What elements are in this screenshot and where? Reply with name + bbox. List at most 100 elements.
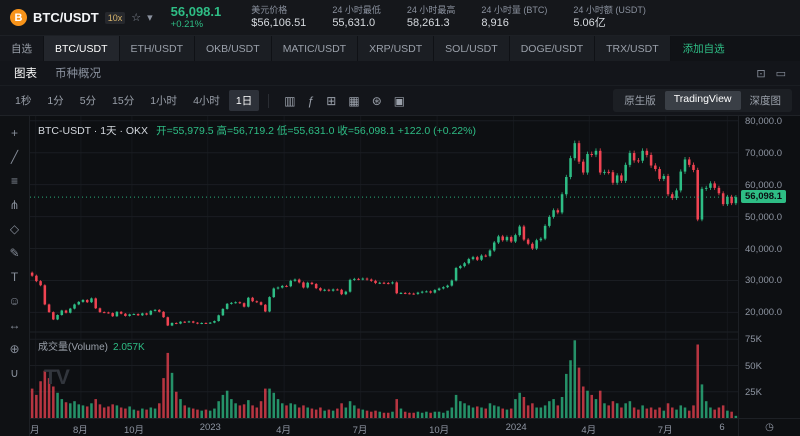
- toolbar-divider: [268, 93, 270, 108]
- magnet-icon[interactable]: ∪: [10, 366, 19, 380]
- market-stat-label: 24 小时最低: [332, 4, 381, 15]
- clock-icon[interactable]: ◷: [765, 422, 774, 433]
- compare-icon[interactable]: ⊞: [326, 93, 337, 108]
- market-stat-value: 8,916: [481, 17, 509, 30]
- pair-selector[interactable]: B BTC/USDT 10x ☆ ▾: [10, 9, 153, 26]
- interval-4小时[interactable]: 4小时: [193, 95, 220, 107]
- price-axis-label: 80,000.0: [745, 115, 782, 127]
- pair-tab-SOL/USDT[interactable]: SOL/USDT: [434, 36, 510, 61]
- emoji-icon[interactable]: ☺: [8, 294, 21, 308]
- time-axis-label: 7月: [352, 425, 368, 436]
- time-axis-label: 4月: [276, 425, 291, 436]
- interval-1秒[interactable]: 1秒: [15, 95, 32, 107]
- market-stat-value: 5.06亿: [573, 17, 606, 30]
- interval-15分[interactable]: 15分: [112, 95, 135, 107]
- zoom-icon[interactable]: ⊕: [9, 342, 20, 356]
- interval-group: 1秒 1分 5分 15分 1小时 4小时 1日: [8, 90, 260, 111]
- volume-axis-label: 50K: [745, 360, 762, 372]
- price-axis-label: 60,000.0: [745, 179, 782, 191]
- pair-header: B BTC/USDT 10x ☆ ▾ 56,098.1 +0.21% 美元价格 $…: [0, 0, 800, 36]
- price-axis-label: 50,000.0: [745, 211, 782, 223]
- trendline-icon[interactable]: ╱: [10, 150, 19, 164]
- chart-mode-switch: 原生版 TradingView 深度图: [613, 89, 792, 112]
- market-stat-value: $56,106.51: [251, 17, 307, 30]
- view-tabs: 图表 币种概况 ⊡ ▭: [0, 61, 800, 86]
- pair-tab-XRP/USDT[interactable]: XRP/USDT: [358, 36, 435, 61]
- axis-corner[interactable]: ◷: [738, 418, 800, 436]
- time-axis-label: 7月: [657, 425, 673, 436]
- candle-style-icon[interactable]: ▥: [284, 93, 296, 108]
- last-price: 56,098.1: [170, 3, 222, 19]
- add-favorite-button[interactable]: 添加自选: [682, 43, 725, 55]
- market-stat-label: 24 小时额 (USDT): [573, 4, 646, 15]
- time-axis-label: 10月: [429, 425, 450, 436]
- pair-tab-BTC/USDT[interactable]: BTC/USDT: [44, 36, 120, 61]
- market-stat-value: 55,631.0: [332, 17, 376, 30]
- time-axis-label: 2024: [505, 422, 527, 433]
- interval-1日[interactable]: 1日: [228, 90, 260, 111]
- popout-icon[interactable]: ⊡: [756, 67, 766, 80]
- brush-icon[interactable]: ✎: [9, 246, 20, 260]
- favorite-star-icon[interactable]: ☆: [131, 12, 142, 24]
- pair-dropdown-caret-icon[interactable]: ▾: [147, 12, 153, 24]
- time-axis-label: 月: [30, 425, 40, 436]
- tab-coin-overview[interactable]: 币种概况: [55, 68, 101, 80]
- indicators-icon[interactable]: ƒ: [307, 93, 315, 108]
- interval-5分[interactable]: 5分: [79, 95, 97, 107]
- ohlc-legend: BTC-USDT · 1天 · OKX 开=55,979.5 高=56,719.2…: [38, 123, 476, 138]
- market-stat-label: 美元价格: [251, 4, 288, 15]
- text-tool-icon[interactable]: T: [10, 270, 19, 284]
- drawing-toolbar: + ╱ ≡ ⋔ ◇ ✎ T ☺ ↔ ⊕ ∪: [0, 116, 30, 436]
- pair-tab-MATIC/USDT[interactable]: MATIC/USDT: [271, 36, 359, 61]
- fib-lines-icon[interactable]: ≡: [10, 174, 18, 188]
- pair-tab-OKB/USDT[interactable]: OKB/USDT: [195, 36, 272, 61]
- price-axis-label: 40,000.0: [745, 243, 782, 255]
- pair-tab-自选[interactable]: 自选: [0, 36, 44, 61]
- market-stat-value: 58,261.3: [406, 17, 450, 30]
- market-stats: 美元价格 $56,106.51 24 小时最低 55,631.0 24 小时最高 58,2…: [251, 5, 646, 31]
- legend-ohlc-values: 开=55,979.5 高=56,719.2 低=55,631.0 收=56,09…: [156, 125, 476, 137]
- price-change: +0.21%: [170, 18, 204, 30]
- candlestick-chart[interactable]: [30, 116, 738, 418]
- time-axis-label: 6: [719, 422, 725, 433]
- volume-axis-label: 75K: [745, 334, 762, 346]
- time-axis[interactable]: 月 8月 10月 2023 4月 7月 10月 2024 4月 7月 6: [30, 418, 738, 436]
- layout-icon[interactable]: ▦: [348, 93, 360, 108]
- pair-tab-ETH/USDT[interactable]: ETH/USDT: [119, 36, 195, 61]
- market-stat: 24 小时最高 58,261.3: [407, 5, 456, 31]
- price-block: 56,098.1 +0.21%: [170, 3, 222, 31]
- chart-plot[interactable]: BTC-USDT · 1天 · OKX 开=55,979.5 高=56,719.2…: [30, 116, 738, 418]
- measure-icon[interactable]: ↔: [8, 318, 21, 332]
- volume-axis-label: 25K: [745, 386, 762, 398]
- toolbar-icons: ▥ ƒ ⊞ ▦ ⊛ ▣: [278, 92, 411, 110]
- market-stat: 美元价格 $56,106.51: [251, 5, 306, 31]
- price-axis[interactable]: 80,000.0 70,000.0 60,000.0 50,000.0 40,000.0…: [738, 116, 800, 418]
- current-price-badge: 56,098.1: [741, 190, 786, 204]
- pair-tab-DOGE/USDT[interactable]: DOGE/USDT: [509, 36, 596, 61]
- crosshair-icon[interactable]: +: [10, 126, 18, 140]
- price-axis-label: 20,000.0: [745, 307, 782, 319]
- interval-1小时[interactable]: 1小时: [150, 95, 178, 107]
- mode-深度图[interactable]: 深度图: [749, 95, 782, 107]
- pair-name[interactable]: BTC/USDT: [33, 10, 99, 25]
- pattern-icon[interactable]: ◇: [9, 222, 20, 236]
- price-axis-label: 70,000.0: [745, 147, 782, 159]
- settings-icon[interactable]: ⊛: [371, 93, 382, 108]
- chart-toolbar: 1秒 1分 5分 15分 1小时 4小时 1日 ▥ ƒ ⊞ ▦ ⊛ ▣ 原生版 TradingView 深…: [0, 86, 800, 116]
- pitchfork-icon[interactable]: ⋔: [9, 198, 20, 212]
- tab-chart[interactable]: 图表: [14, 68, 37, 80]
- chart-area: + ╱ ≡ ⋔ ◇ ✎ T ☺ ↔ ⊕ ∪ BTC-USDT · 1天 · OKX 开=55,979.…: [0, 116, 800, 436]
- interval-1分[interactable]: 1分: [47, 95, 64, 107]
- time-axis-label: 8月: [72, 425, 88, 436]
- legend-title: BTC-USDT · 1天 · OKX: [38, 125, 149, 137]
- price-axis-label: 30,000.0: [745, 275, 782, 287]
- pair-tab-TRX/USDT[interactable]: TRX/USDT: [595, 36, 671, 61]
- camera-icon[interactable]: ▣: [393, 93, 406, 108]
- market-stat: 24 小时量 (BTC) 8,916: [481, 5, 547, 31]
- panel-layout-icon[interactable]: ▭: [775, 67, 786, 80]
- time-axis-label: 4月: [581, 425, 597, 436]
- mode-原生版[interactable]: 原生版: [624, 95, 656, 107]
- pair-tabs: 自选 BTC/USDT ETH/USDT OKB/USDT MATIC/USDT XRP/…: [0, 36, 800, 61]
- mode-TradingView[interactable]: TradingView: [664, 91, 741, 110]
